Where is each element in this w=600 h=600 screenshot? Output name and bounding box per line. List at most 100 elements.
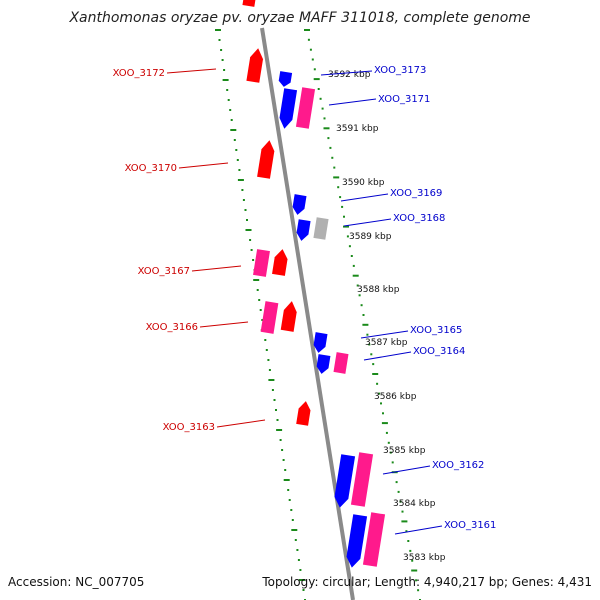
major-tick	[245, 229, 252, 231]
minor-tick	[321, 107, 324, 110]
minor-tick	[299, 569, 302, 571]
gene-arrow-XOO-3171[interactable]	[278, 88, 298, 130]
minor-tick	[282, 459, 285, 461]
minor-tick	[259, 309, 262, 311]
scale-label-3583: 3583 kbp	[403, 553, 446, 563]
major-tick	[253, 279, 260, 281]
minor-tick	[265, 349, 268, 351]
major-tick	[298, 579, 305, 581]
gene-label-XOO-3171[interactable]: XOO_3171	[378, 94, 430, 105]
minor-tick	[218, 39, 221, 41]
minor-tick	[380, 402, 382, 405]
major-tick	[362, 323, 369, 326]
minor-tick	[339, 196, 342, 199]
gene-label-XOO-3169[interactable]: XOO_3169	[390, 188, 442, 199]
minor-tick	[275, 409, 277, 411]
minor-tick	[242, 199, 245, 201]
minor-tick	[395, 481, 398, 484]
cds-block-XOO-3166[interactable]	[260, 301, 279, 334]
minor-tick	[399, 500, 402, 503]
minor-tick	[235, 149, 238, 151]
accession-text: Accession: NC_007705	[8, 575, 144, 589]
leader-line	[382, 465, 431, 475]
minor-tick	[288, 499, 291, 501]
gene-arrow-XOO-3163[interactable]	[296, 400, 312, 426]
gene-arrow-XOO-3166[interactable]	[280, 300, 299, 332]
minor-tick	[358, 294, 361, 297]
gene-label-XOO-3162[interactable]: XOO_3162	[432, 460, 484, 471]
minor-tick	[252, 259, 255, 261]
minor-tick	[233, 139, 236, 141]
minor-tick	[229, 109, 232, 111]
gene-label-XOO-3167[interactable]: XOO_3167	[138, 266, 190, 277]
scale-label-3586: 3586 kbp	[374, 392, 417, 402]
minor-tick	[297, 559, 300, 561]
minor-tick	[271, 389, 274, 391]
minor-tick	[267, 359, 270, 361]
cds-block-XOO-3167[interactable]	[253, 249, 270, 277]
minor-tick	[220, 49, 223, 51]
minor-tick	[372, 363, 375, 366]
gene-arrow-XOO-3167[interactable]	[272, 248, 289, 276]
map-title: Xanthomonas oryzae pv. oryzae MAFF 31101…	[68, 10, 530, 26]
gene-label-XOO-3163[interactable]: XOO_3163	[163, 422, 215, 433]
major-tick	[268, 379, 275, 381]
gene-arrow-XOO-3162[interactable]	[333, 454, 356, 509]
feature-block-XOO-3168[interactable]	[313, 217, 329, 240]
leader-line	[166, 68, 217, 74]
gene-label-XOO-3173[interactable]: XOO_3173	[374, 65, 426, 76]
gene-label-XOO-3170[interactable]: XOO_3170	[125, 163, 177, 174]
gene-arrow-XOO-3169[interactable]	[292, 194, 307, 216]
minor-tick	[246, 219, 248, 221]
minor-tick	[223, 69, 226, 71]
leader-line	[363, 351, 412, 361]
minor-tick	[405, 530, 408, 533]
scale-label-3588: 3588 kbp	[357, 285, 400, 295]
minor-tick	[284, 469, 287, 471]
leader-line	[216, 419, 266, 428]
minor-tick	[401, 510, 404, 513]
major-tick	[372, 373, 379, 375]
major-tick	[276, 429, 283, 431]
gene-label-XOO-3168[interactable]: XOO_3168	[393, 213, 445, 224]
gene-label-XOO-3164[interactable]: XOO_3164	[413, 346, 465, 357]
cds-block-XOO-3161[interactable]	[362, 512, 386, 567]
minor-tick	[238, 169, 241, 171]
gene-label-XOO-3172[interactable]: XOO_3172	[113, 68, 165, 79]
major-tick	[230, 129, 237, 131]
minor-tick	[268, 369, 271, 371]
gene-arrow[interactable]	[242, 0, 256, 7]
leader-line	[178, 162, 229, 169]
gene-label-XOO-3166[interactable]: XOO_3166	[146, 322, 198, 333]
gene-arrow-XOO-3173[interactable]	[278, 71, 293, 88]
minor-tick	[313, 68, 316, 71]
minor-tick	[256, 289, 259, 291]
minor-tick	[264, 339, 267, 341]
scale-label-3592: 3592 kbp	[328, 70, 371, 80]
gene-arrow-XOO-3165[interactable]	[313, 332, 328, 354]
leader-line	[343, 218, 392, 227]
gene-label-XOO-3165[interactable]: XOO_3165	[410, 325, 462, 336]
minor-tick	[281, 449, 284, 451]
gene-arrow-XOO-3172[interactable]	[246, 47, 264, 83]
major-tick	[222, 79, 229, 81]
minor-tick	[249, 239, 252, 241]
minor-tick	[337, 186, 340, 189]
cds-block-XOO-3171[interactable]	[295, 87, 316, 129]
minor-tick	[307, 38, 310, 41]
minor-tick	[352, 264, 355, 267]
gene-label-XOO-3161[interactable]: XOO_3161	[444, 520, 496, 531]
gene-arrow-XOO-3170[interactable]	[257, 139, 276, 179]
gene-arrow-XOO-3164[interactable]	[316, 354, 331, 375]
gene-arrow-XOO-3161[interactable]	[345, 514, 368, 569]
cds-block-XOO-3162[interactable]	[350, 452, 374, 507]
cds-block-XOO-3164[interactable]	[333, 352, 349, 374]
gene-arrow-XOO-3168[interactable]	[295, 219, 311, 242]
minor-tick	[378, 392, 381, 395]
minor-tick	[236, 159, 239, 161]
minor-tick	[294, 539, 297, 541]
minor-tick	[415, 579, 418, 582]
minor-tick	[348, 245, 351, 248]
major-tick	[215, 29, 221, 31]
minor-tick	[368, 343, 371, 346]
